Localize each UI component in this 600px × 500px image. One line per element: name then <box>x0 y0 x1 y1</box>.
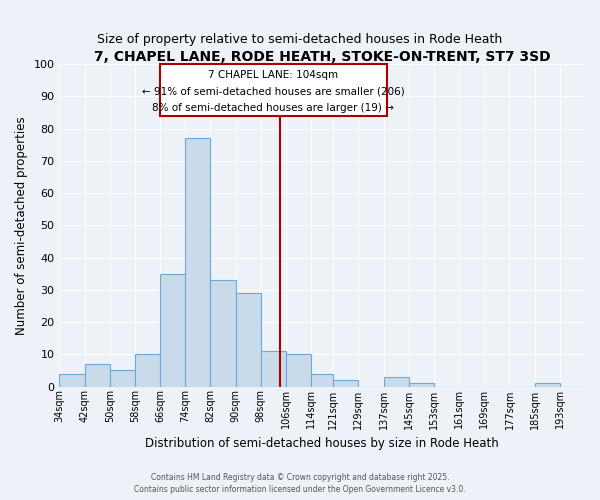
Bar <box>236 293 261 386</box>
Text: Contains HM Land Registry data © Crown copyright and database right 2025.
Contai: Contains HM Land Registry data © Crown c… <box>134 472 466 494</box>
Bar <box>135 354 160 386</box>
Bar <box>110 370 135 386</box>
Bar <box>185 138 211 386</box>
Text: 8% of semi-detached houses are larger (19) →: 8% of semi-detached houses are larger (1… <box>152 102 394 113</box>
Bar <box>409 384 434 386</box>
Bar <box>160 274 185 386</box>
Bar <box>286 354 311 386</box>
Text: 7 CHAPEL LANE: 104sqm: 7 CHAPEL LANE: 104sqm <box>208 70 338 81</box>
Bar <box>85 364 110 386</box>
Bar <box>333 380 358 386</box>
X-axis label: Distribution of semi-detached houses by size in Rode Heath: Distribution of semi-detached houses by … <box>145 437 499 450</box>
Bar <box>59 374 85 386</box>
Bar <box>261 351 286 386</box>
Bar <box>383 377 409 386</box>
Text: Size of property relative to semi-detached houses in Rode Heath: Size of property relative to semi-detach… <box>97 32 503 46</box>
Bar <box>311 374 333 386</box>
Bar <box>211 280 236 386</box>
Text: ← 91% of semi-detached houses are smaller (206): ← 91% of semi-detached houses are smalle… <box>142 86 405 97</box>
Title: 7, CHAPEL LANE, RODE HEATH, STOKE-ON-TRENT, ST7 3SD: 7, CHAPEL LANE, RODE HEATH, STOKE-ON-TRE… <box>94 50 551 64</box>
Y-axis label: Number of semi-detached properties: Number of semi-detached properties <box>15 116 28 334</box>
Bar <box>535 384 560 386</box>
Bar <box>160 64 387 116</box>
